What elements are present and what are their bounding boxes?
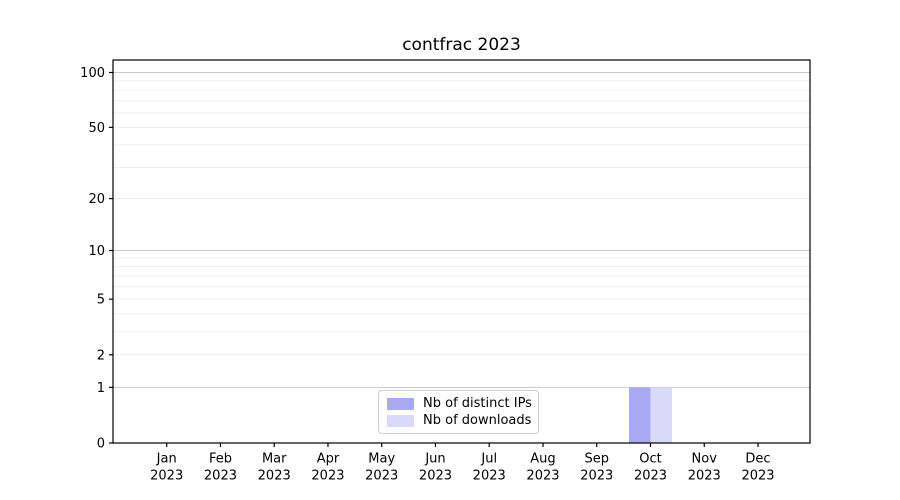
y-tick-label: 1 xyxy=(97,381,105,396)
bar-nb-of-downloads-oct xyxy=(650,387,672,443)
x-tick-label: May 2023 xyxy=(365,452,398,484)
x-tick-label: Feb 2023 xyxy=(204,452,237,484)
legend-swatch-distinct-ips xyxy=(387,398,414,410)
y-tick-label: 20 xyxy=(88,192,105,207)
x-tick-label: Jun 2023 xyxy=(419,452,452,484)
x-tick-label: Aug 2023 xyxy=(526,452,559,484)
y-tick-label: 10 xyxy=(88,244,105,259)
axes-spines xyxy=(112,59,811,444)
bar-nb-of-distinct-ips-oct xyxy=(628,387,651,443)
chart-title: contfrac 2023 xyxy=(402,35,521,55)
x-tick-label: Sep 2023 xyxy=(580,452,613,484)
x-tick-label: Jul 2023 xyxy=(473,452,506,484)
y-tick-label: 100 xyxy=(80,66,105,81)
legend-label-downloads: Nb of downloads xyxy=(423,413,532,428)
legend-label-distinct-ips: Nb of distinct IPs xyxy=(423,396,532,411)
y-tick-label: 0 xyxy=(97,437,105,452)
y-tick-label: 5 xyxy=(97,293,105,308)
x-tick-label: Apr 2023 xyxy=(311,452,344,484)
x-tick-label: Nov 2023 xyxy=(688,452,721,484)
legend-item-distinct-ips: Nb of distinct IPs xyxy=(387,396,532,412)
x-tick-label: Mar 2023 xyxy=(258,452,291,484)
x-tick-label: Dec 2023 xyxy=(741,452,774,484)
legend-item-downloads: Nb of downloads xyxy=(387,413,532,429)
y-tick-label: 2 xyxy=(97,348,105,363)
legend-swatch-downloads xyxy=(387,415,414,427)
legend-box: Nb of distinct IPs Nb of downloads xyxy=(378,390,539,434)
x-tick-label: Jan 2023 xyxy=(150,452,183,484)
x-tick-label: Oct 2023 xyxy=(634,452,667,484)
y-tick-label: 50 xyxy=(88,121,105,136)
